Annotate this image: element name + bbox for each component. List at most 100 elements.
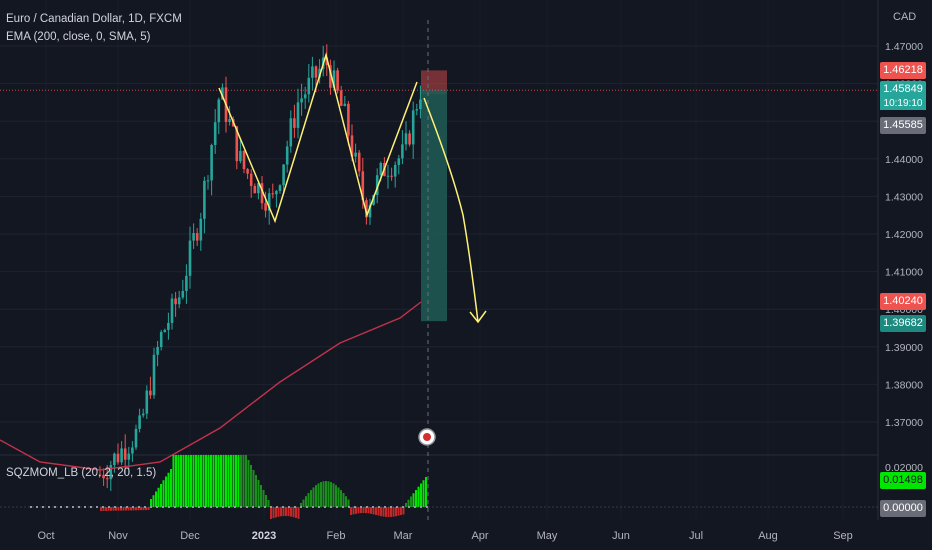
momentum-bar bbox=[425, 477, 427, 507]
squeeze-dot bbox=[270, 506, 272, 508]
squeeze-dot bbox=[114, 506, 116, 508]
y-axis-tick-label: 1.37000 bbox=[885, 417, 923, 429]
candle-body bbox=[192, 233, 195, 241]
squeeze-dot bbox=[330, 506, 332, 508]
candle-body bbox=[113, 453, 116, 466]
momentum-bar bbox=[397, 507, 400, 516]
candle-body bbox=[386, 175, 390, 177]
squeeze-dot bbox=[120, 506, 122, 508]
momentum-bar bbox=[185, 455, 187, 507]
squeeze-dot bbox=[54, 506, 56, 508]
candle-body bbox=[415, 109, 419, 111]
x-axis-tick-label: Jul bbox=[689, 530, 703, 542]
momentum-bar bbox=[230, 455, 232, 507]
momentum-bar bbox=[215, 455, 217, 507]
candle-body bbox=[120, 448, 123, 463]
momentum-bar bbox=[227, 455, 230, 507]
momentum-bar bbox=[317, 483, 320, 507]
squeeze-dot bbox=[216, 506, 218, 508]
squeeze-dot bbox=[402, 506, 404, 508]
x-axis-tick-label: Sep bbox=[833, 530, 853, 542]
squeeze-dot bbox=[162, 506, 164, 508]
candle-body bbox=[138, 415, 141, 429]
candle-body bbox=[127, 453, 131, 460]
y-axis-tick-label: 1.43000 bbox=[885, 191, 923, 203]
momentum-bar bbox=[102, 507, 105, 511]
squeeze-dot bbox=[252, 506, 254, 508]
squeeze-dot bbox=[192, 506, 194, 508]
momentum-bar bbox=[180, 455, 182, 507]
momentum-bar bbox=[410, 496, 412, 507]
squeeze-dot bbox=[156, 506, 158, 508]
momentum-bar bbox=[245, 455, 247, 507]
momentum-bar bbox=[312, 487, 315, 507]
x-axis-tick-label: Mar bbox=[394, 530, 413, 542]
candle-body bbox=[105, 478, 109, 480]
momentum-bar bbox=[225, 455, 227, 507]
candle-body bbox=[170, 298, 174, 323]
momentum-bar bbox=[177, 455, 180, 507]
candle-body bbox=[289, 118, 293, 147]
x-axis-tick-label: Dec bbox=[180, 530, 200, 542]
squeeze-dot bbox=[318, 506, 320, 508]
squeeze-dot bbox=[426, 506, 428, 508]
momentum-bar bbox=[417, 486, 420, 507]
momentum-bar bbox=[170, 469, 172, 507]
momentum-bar bbox=[307, 493, 310, 507]
squeeze-dot bbox=[258, 506, 260, 508]
squeeze-dot bbox=[420, 506, 422, 508]
momentum-bar bbox=[142, 507, 145, 511]
momentum-bar bbox=[207, 455, 210, 507]
event-flag-dot bbox=[423, 433, 431, 441]
momentum-bar bbox=[282, 507, 285, 517]
candle-body bbox=[185, 275, 188, 292]
momentum-bar bbox=[195, 455, 197, 507]
squeeze-dot bbox=[294, 506, 296, 508]
squeeze-dot bbox=[186, 506, 188, 508]
squeeze-momentum-legend[interactable]: SQZMOM_LB (20, 2, 20, 1.5) bbox=[6, 467, 157, 479]
candle-body bbox=[131, 447, 134, 454]
squeeze-dot bbox=[354, 506, 356, 508]
squeeze-dot bbox=[348, 506, 350, 508]
squeeze-dot bbox=[180, 506, 182, 508]
ema-200-line bbox=[0, 301, 422, 471]
squeeze-dot bbox=[204, 506, 206, 508]
squeeze-dot bbox=[228, 506, 230, 508]
pattern-line bbox=[218, 52, 418, 224]
squeeze-dot bbox=[246, 506, 248, 508]
momentum-bar bbox=[422, 480, 425, 507]
squeeze-dot bbox=[96, 506, 98, 508]
squeeze-dot bbox=[66, 506, 68, 508]
momentum-bar bbox=[372, 507, 375, 515]
take-profit-zone bbox=[421, 89, 447, 322]
momentum-histogram bbox=[30, 455, 428, 519]
momentum-bar bbox=[217, 455, 220, 507]
squeeze-dot bbox=[300, 506, 302, 508]
momentum-bar bbox=[240, 455, 242, 507]
momentum-bar bbox=[200, 455, 202, 507]
momentum-bar bbox=[392, 507, 395, 517]
momentum-bar bbox=[162, 480, 165, 507]
squeeze-dot bbox=[126, 506, 128, 508]
candle-body bbox=[397, 158, 401, 165]
candle-body bbox=[339, 90, 343, 106]
ema-indicator-legend[interactable]: EMA (200, close, 0, SMA, 5) bbox=[6, 31, 151, 43]
candle-body bbox=[239, 150, 242, 162]
momentum-bar bbox=[155, 491, 157, 507]
momentum-bar bbox=[405, 503, 407, 507]
momentum-bar bbox=[360, 507, 362, 514]
candle-body bbox=[368, 204, 372, 218]
gray-price-tag: 1.45585 bbox=[880, 117, 926, 134]
candle-body bbox=[217, 99, 221, 123]
candle-body bbox=[253, 185, 257, 194]
candle-body bbox=[210, 145, 213, 181]
momentum-bar bbox=[362, 507, 365, 514]
squeeze-dot bbox=[42, 506, 44, 508]
candle-body bbox=[141, 413, 145, 416]
momentum-bar bbox=[300, 503, 302, 507]
momentum-bar bbox=[157, 487, 160, 507]
momentum-bar bbox=[390, 507, 392, 517]
momentum-bar bbox=[275, 507, 277, 518]
momentum-bar bbox=[380, 507, 382, 517]
